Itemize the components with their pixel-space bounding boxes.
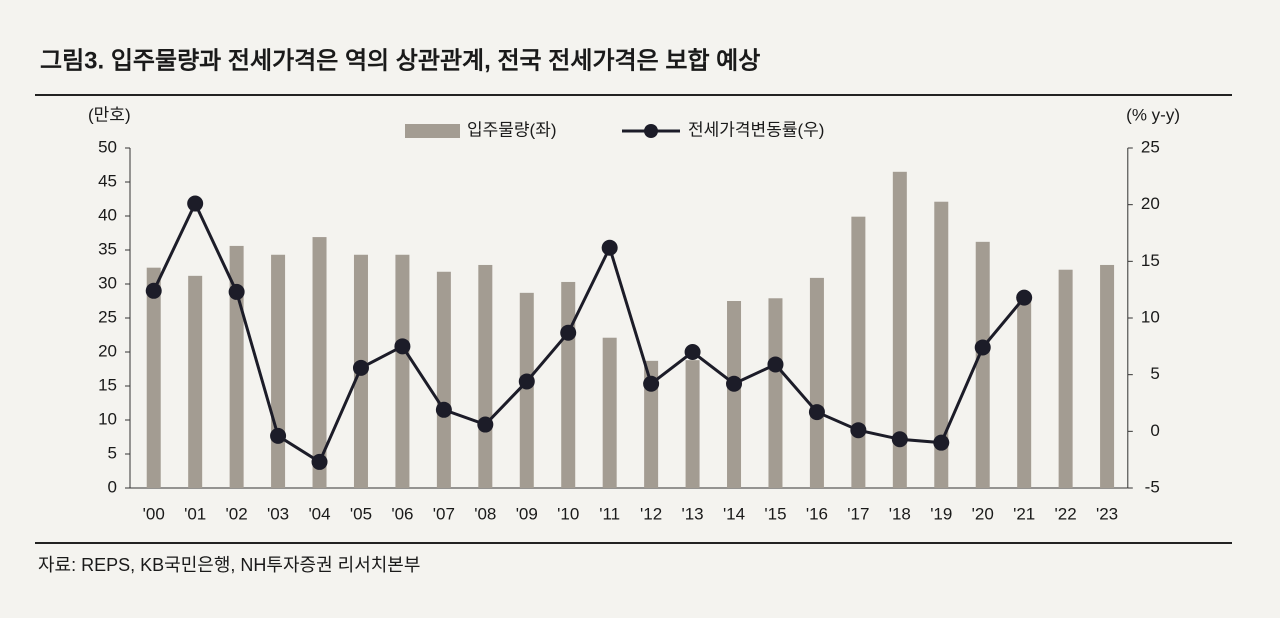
y-tick-label: 30: [98, 273, 117, 292]
x-tick-label: '14: [723, 504, 745, 523]
bar: [602, 337, 617, 488]
x-tick-label: '23: [1096, 504, 1118, 523]
x-tick-label: '07: [433, 504, 455, 523]
bar: [851, 216, 866, 488]
x-tick-label: '20: [972, 504, 994, 523]
line-point: [684, 344, 701, 360]
y-axis-label: (만호): [88, 105, 131, 124]
line-point: [311, 453, 328, 470]
y2-tick-label: 25: [1141, 137, 1160, 156]
x-tick-label: '18: [889, 504, 911, 523]
y2-tick-label: 10: [1141, 307, 1160, 326]
bar: [436, 271, 451, 488]
x-tick-label: '21: [1013, 504, 1035, 523]
x-tick-label: '17: [847, 504, 869, 523]
line-point: [435, 401, 452, 418]
x-tick-label: '22: [1055, 504, 1077, 523]
line-point: [270, 427, 287, 444]
line-point: [933, 434, 950, 451]
line-point: [477, 416, 494, 433]
y-tick-label: 35: [98, 239, 117, 258]
bar: [271, 254, 286, 488]
line-point: [394, 338, 411, 355]
y2-tick-label: -5: [1145, 477, 1160, 496]
y2-tick-label: 20: [1141, 194, 1160, 213]
x-tick-label: '00: [143, 504, 165, 523]
y-tick-label: 5: [108, 443, 117, 462]
x-tick-label: '02: [226, 504, 248, 523]
x-tick-label: '05: [350, 504, 372, 523]
legend-label: 입주물량(좌): [467, 120, 557, 139]
source: 자료: REPS, KB국민은행, NH투자증권 리서치본부: [38, 555, 420, 575]
line-point: [726, 375, 743, 392]
bar: [519, 292, 534, 488]
line-point: [187, 195, 204, 212]
bar: [727, 301, 742, 488]
bar: [685, 360, 700, 488]
y-tick-label: 40: [98, 205, 117, 224]
line-point: [518, 373, 535, 390]
x-tick-label: '06: [391, 504, 413, 523]
line-point: [560, 324, 577, 341]
bar: [395, 254, 410, 488]
x-tick-label: '13: [681, 504, 703, 523]
x-tick-label: '10: [557, 504, 579, 523]
y-tick-label: 15: [98, 375, 117, 394]
legend-label: 전세가격변동률(우): [688, 120, 824, 139]
x-tick-label: '11: [599, 504, 620, 523]
x-tick-label: '09: [516, 504, 538, 523]
line-point: [808, 404, 825, 421]
x-tick-label: '16: [806, 504, 828, 523]
y2-axis-label: (% y-y): [1126, 105, 1180, 124]
bar: [644, 360, 659, 488]
x-tick-label: '03: [267, 504, 289, 523]
bar: [768, 298, 783, 488]
bar: [188, 275, 203, 488]
bar: [1017, 301, 1032, 488]
line-point: [891, 431, 908, 448]
line: [152, 200, 1026, 465]
y2-tick-label: 15: [1141, 251, 1160, 270]
line-point: [767, 356, 784, 373]
y-tick-label: 20: [98, 341, 117, 360]
bar: [975, 241, 990, 488]
bar: [478, 264, 493, 488]
line-point: [974, 339, 991, 356]
bar: [146, 267, 161, 488]
y2-tick-label: 5: [1150, 364, 1159, 383]
bar: [1100, 264, 1115, 488]
y-tick-label: 50: [98, 137, 117, 156]
x-tick-label: '12: [640, 504, 662, 523]
line-point: [601, 239, 618, 256]
line-point: [850, 422, 867, 439]
x-tick-label: '15: [764, 504, 786, 523]
y-tick-label: 45: [98, 171, 117, 190]
y2-tick-label: 0: [1150, 421, 1159, 440]
y-tick-label: 25: [98, 307, 117, 326]
line-point: [1016, 289, 1033, 306]
y-tick-label: 10: [98, 409, 117, 428]
bar: [892, 171, 907, 489]
x-tick-label: '08: [474, 504, 496, 523]
bar: [561, 281, 576, 488]
bar: [809, 277, 824, 488]
x-tick-label: '04: [308, 504, 330, 523]
legend-swatch: [405, 124, 460, 138]
line-point: [352, 359, 369, 376]
legend-swatch-point: [644, 124, 658, 138]
line-point: [145, 282, 162, 299]
x-tick-label: '01: [184, 504, 206, 523]
line-point: [228, 283, 245, 300]
line-point: [643, 375, 660, 392]
bar: [1058, 269, 1073, 488]
chart-title: 그림3. 입주물량과 전세가격은 역의 상관관계, 전국 전세가격은 보합 예상: [40, 47, 760, 74]
y-tick-label: 0: [108, 477, 117, 496]
bar: [312, 237, 327, 488]
bar: [934, 201, 949, 488]
x-tick-label: '19: [930, 504, 952, 523]
